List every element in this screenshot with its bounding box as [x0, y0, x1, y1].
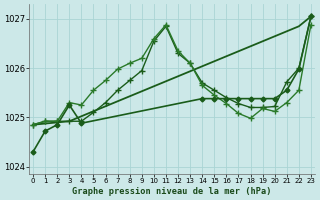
X-axis label: Graphe pression niveau de la mer (hPa): Graphe pression niveau de la mer (hPa) — [72, 187, 272, 196]
